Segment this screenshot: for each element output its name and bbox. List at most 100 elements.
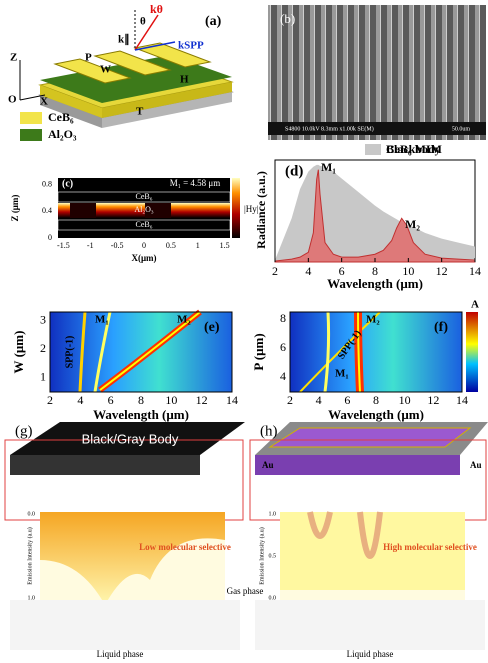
x-tick-label: 4 bbox=[77, 393, 83, 407]
axis-title: X(μm) bbox=[131, 253, 156, 263]
axis-title: Z (μm) bbox=[10, 195, 20, 222]
x-tick-label: 10.0 bbox=[366, 504, 379, 512]
panel-label: (g) bbox=[15, 423, 33, 439]
label: Wavelength (μm) bbox=[96, 492, 146, 500]
label: X bbox=[40, 96, 48, 108]
x-tick-label: -1 bbox=[87, 241, 94, 250]
peak-label: M₂ bbox=[405, 217, 420, 231]
legend-swatch bbox=[365, 144, 381, 155]
metal-label: Au bbox=[262, 460, 274, 470]
label: kSPP bbox=[178, 40, 204, 52]
legend-entry: Blackbody bbox=[386, 142, 441, 156]
x-tick-label: 14 bbox=[226, 393, 238, 407]
layer-label: CeB₆ bbox=[135, 220, 152, 229]
label: k∥ bbox=[118, 34, 130, 46]
x-tick-label: 2 bbox=[272, 264, 278, 278]
x-tick-label: 4 bbox=[316, 393, 322, 407]
layer-label: CeB₆ bbox=[135, 192, 152, 201]
sem-scale: 50.0um bbox=[452, 126, 471, 132]
y-tick-label: 1 bbox=[40, 369, 46, 383]
panel-label: (e) bbox=[204, 320, 220, 335]
panel-label: (b) bbox=[280, 11, 295, 26]
x-tick-label: 8 bbox=[373, 393, 379, 407]
x-tick-label: 2 bbox=[287, 393, 293, 407]
x-tick-label: 6 bbox=[108, 393, 114, 407]
x-tick-label: 14 bbox=[469, 264, 481, 278]
axis-title: Radiance (a.u.) bbox=[254, 171, 268, 249]
x-tick-label: 2 bbox=[47, 393, 53, 407]
y-tick-label: 0 bbox=[48, 233, 52, 242]
x-tick-label: 12 bbox=[427, 393, 439, 407]
label: M₁ bbox=[335, 368, 349, 380]
y-tick-label: 2 bbox=[40, 341, 46, 355]
label: Gas phase bbox=[227, 586, 264, 596]
y-tick-label: 0.5 bbox=[269, 553, 277, 559]
x-tick-label: 5.0 bbox=[291, 504, 300, 512]
label: Emission Intensity (a.u) bbox=[258, 527, 265, 585]
x-tick-label: 0 bbox=[142, 241, 146, 250]
x-tick-label: 12 bbox=[196, 393, 208, 407]
x-tick-label: 10.0 bbox=[94, 504, 107, 512]
colorbar-label: A bbox=[471, 299, 479, 311]
label: M₁ bbox=[95, 314, 109, 326]
panel-label: (h) bbox=[260, 423, 278, 439]
x-tick-label: 10 bbox=[399, 393, 411, 407]
panel-label: (f) bbox=[434, 320, 448, 335]
x-tick-label: 10 bbox=[165, 393, 177, 407]
label: P bbox=[85, 52, 92, 64]
sem-info: S4800 10.0kV 8.3mm x1.00k SE(M) bbox=[285, 125, 374, 132]
label: W bbox=[100, 64, 111, 76]
y-tick-label: 1.0 bbox=[28, 595, 36, 601]
x-tick-label: 0.5 bbox=[166, 241, 176, 250]
x-tick-label: -1.5 bbox=[57, 241, 70, 250]
label: θ bbox=[140, 16, 146, 28]
metal-label: Au bbox=[470, 460, 482, 470]
x-tick-label: 20.0 bbox=[184, 504, 197, 512]
peak-label: M₁ bbox=[321, 160, 336, 174]
layer-label: Al₂O₃ bbox=[134, 205, 154, 214]
x-tick-label: 1.5 bbox=[220, 241, 230, 250]
label: Wavelength (μm) bbox=[348, 492, 398, 500]
x-tick-label: -0.5 bbox=[111, 241, 124, 250]
y-tick-label: 0.4 bbox=[42, 206, 52, 215]
x-tick-label: 12 bbox=[436, 264, 448, 278]
legend-entry: Al₂O₃ bbox=[48, 127, 77, 141]
x-tick-label: 15.0 bbox=[444, 504, 457, 512]
panel-f bbox=[290, 312, 478, 392]
axis-title: Wavelength (μm) bbox=[327, 276, 423, 291]
x-tick-label: 6 bbox=[344, 393, 350, 407]
x-tick-label: 7.5 bbox=[331, 504, 340, 512]
label: T bbox=[136, 106, 144, 118]
panel-label: (d) bbox=[285, 163, 303, 179]
x-tick-label: 8 bbox=[138, 393, 144, 407]
x-tick-label: 12.5 bbox=[404, 504, 417, 512]
label: Emission Intensity (a.u) bbox=[26, 527, 33, 585]
y-tick-label: 1.0 bbox=[269, 511, 277, 517]
label: Z bbox=[10, 52, 17, 64]
x-tick-label: 4 bbox=[305, 264, 311, 278]
panel-g bbox=[5, 422, 245, 650]
figure: (a) kθθ k∥ kSPP Z X O PW H T CeB₆ Al₂O₃ (b) S4800 10.… bbox=[0, 0, 488, 663]
axis-title: Wavelength (μm) bbox=[93, 407, 189, 422]
y-tick-label: 0.8 bbox=[42, 179, 52, 188]
label: O bbox=[8, 94, 17, 106]
label: kθ bbox=[150, 2, 163, 16]
x-tick-label: 5.0 bbox=[56, 504, 65, 512]
panel-h bbox=[250, 422, 488, 650]
label: High molecular selective bbox=[383, 542, 477, 552]
panel-label: (a) bbox=[205, 14, 222, 29]
axis-title: P (μm) bbox=[251, 333, 266, 370]
y-tick-label: 0.0 bbox=[28, 511, 36, 517]
panel-label: (c) bbox=[62, 178, 73, 189]
axis-title: Wavelength (μm) bbox=[328, 407, 424, 422]
y-tick-label: 3 bbox=[40, 312, 46, 326]
legend-entry: CeB₆ bbox=[48, 110, 74, 124]
label: Low molecular selective bbox=[139, 542, 231, 552]
y-tick-label: 0.0 bbox=[269, 595, 277, 601]
label: Liquid phase bbox=[97, 649, 144, 659]
x-tick-label: 1 bbox=[196, 241, 200, 250]
y-tick-label: 4 bbox=[280, 369, 286, 383]
label: H bbox=[180, 74, 189, 86]
x-tick-label: 15.0 bbox=[139, 504, 152, 512]
label: M₁ = 4.58 μm bbox=[170, 178, 221, 188]
